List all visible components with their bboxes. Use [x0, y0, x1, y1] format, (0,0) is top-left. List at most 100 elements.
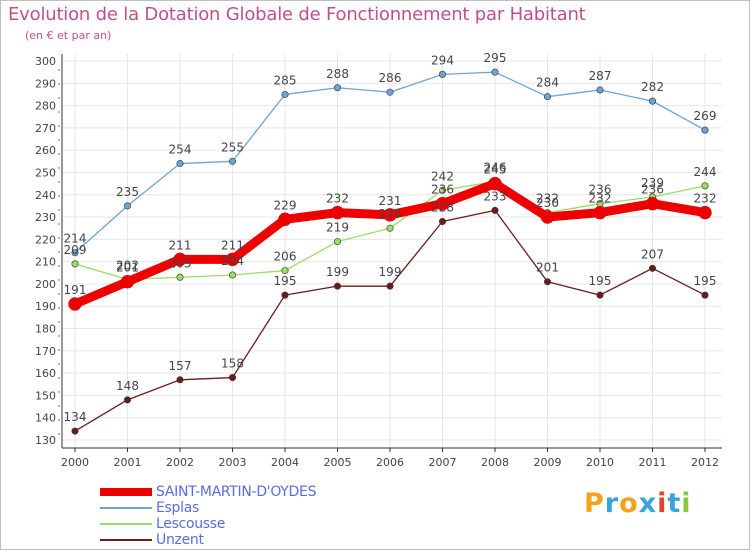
data-label-saint-martin-d-oydes-2001: 201: [116, 261, 139, 275]
point-lescousse-2007: [438, 186, 446, 194]
chart-legend: SAINT-MARTIN-D'OYDES Esplas Lescousse Un…: [100, 484, 316, 548]
point-saint-martin-d-oydes-2001: [120, 274, 135, 289]
y-tick-label-170: 170: [35, 345, 56, 358]
x-tick-label-2001: 2001: [114, 456, 142, 469]
point-esplas-2004: [281, 90, 289, 98]
point-lescousse-2012: [701, 182, 709, 190]
data-label-esplas-2004: 285: [274, 73, 297, 87]
point-esplas-2010: [596, 86, 604, 94]
data-label-lescousse-2000: 209: [64, 243, 87, 257]
data-label-saint-martin-d-oydes-2012: 232: [694, 192, 717, 206]
y-tick-label-160: 160: [35, 367, 56, 380]
point-esplas-2007: [438, 70, 446, 78]
point-unzent-2005: [333, 282, 341, 290]
data-label-saint-martin-d-oydes-2006: 231: [379, 194, 402, 208]
point-esplas-2001: [124, 202, 132, 210]
legend-item-unzent: Unzent: [100, 532, 316, 548]
data-label-unzent-2010: 195: [589, 274, 612, 288]
proxiti-logo-letter: t: [667, 488, 682, 519]
data-label-esplas-2003: 255: [221, 140, 244, 154]
point-unzent-2006: [386, 282, 394, 290]
data-label-lescousse-2009: 232: [536, 192, 559, 206]
data-label-unzent-2002: 157: [169, 359, 192, 373]
data-label-unzent-2000: 134: [64, 410, 87, 424]
point-lescousse-2006: [386, 224, 394, 232]
point-saint-martin-d-oydes-2003: [225, 252, 240, 267]
data-label-saint-martin-d-oydes-2002: 211: [169, 238, 192, 252]
data-label-lescousse-2007: 242: [431, 169, 454, 183]
data-label-unzent-2007: 228: [431, 201, 454, 215]
point-lescousse-2005: [333, 238, 341, 246]
proxiti-logo-letter: i: [657, 488, 668, 519]
proxiti-logo-letter: x: [638, 488, 658, 519]
data-label-saint-martin-d-oydes-2004: 229: [274, 198, 297, 212]
point-unzent-2007: [438, 218, 446, 226]
point-lescousse-2000: [71, 260, 79, 268]
data-label-esplas-2011: 282: [641, 80, 664, 94]
point-esplas-2006: [386, 88, 394, 96]
y-tick-label-260: 260: [35, 144, 56, 157]
x-tick-label-2009: 2009: [534, 456, 562, 469]
legend-label-lescousse: Lescousse: [156, 516, 226, 532]
data-label-unzent-2005: 199: [326, 265, 349, 279]
y-tick-label-140: 140: [35, 412, 56, 425]
data-label-esplas-2005: 288: [326, 67, 349, 81]
point-unzent-2010: [596, 291, 604, 299]
legend-swatch-unzent: [100, 539, 152, 541]
proxiti-logo-letter: i: [681, 488, 692, 519]
point-unzent-2011: [648, 264, 656, 272]
data-label-unzent-2004: 195: [274, 274, 297, 288]
legend-item-lescousse: Lescousse: [100, 516, 316, 532]
proxiti-logo: Proxiti: [584, 488, 692, 519]
x-tick-label-2008: 2008: [481, 456, 509, 469]
data-label-unzent-2006: 199: [379, 265, 402, 279]
x-tick-label-2003: 2003: [219, 456, 247, 469]
proxiti-logo-letter: r: [604, 488, 620, 519]
y-tick-label-150: 150: [35, 389, 56, 402]
data-label-saint-martin-d-oydes-2005: 232: [326, 192, 349, 206]
point-saint-martin-d-oydes-2012: [698, 205, 712, 220]
x-tick-label-2004: 2004: [271, 456, 299, 469]
data-label-unzent-2008: 233: [484, 189, 507, 203]
data-label-saint-martin-d-oydes-2003: 211: [221, 238, 244, 252]
point-saint-martin-d-oydes-2002: [173, 252, 187, 267]
x-tick-label-2010: 2010: [586, 456, 614, 469]
data-label-saint-martin-d-oydes-2009: 230: [536, 196, 559, 210]
point-saint-martin-d-oydes-2000: [68, 297, 82, 311]
data-label-unzent-2012: 195: [694, 274, 717, 288]
legend-swatch-esplas: [100, 507, 152, 509]
data-label-lescousse-2006: 225: [379, 207, 402, 221]
point-unzent-2003: [229, 374, 237, 382]
y-tick-label-240: 240: [35, 189, 56, 202]
y-tick-label-280: 280: [35, 100, 56, 113]
data-label-saint-martin-d-oydes-2010: 232: [589, 192, 612, 206]
data-label-saint-martin-d-oydes-2011: 236: [641, 183, 664, 197]
x-tick-label-2000: 2000: [61, 456, 89, 469]
data-label-lescousse-2010: 236: [589, 183, 612, 197]
proxiti-logo-letter: P: [584, 488, 605, 519]
data-label-saint-martin-d-oydes-2008: 245: [484, 163, 507, 177]
y-tick-label-270: 270: [35, 122, 56, 135]
point-lescousse-2002: [176, 273, 184, 281]
legend-swatch-lescousse: [100, 523, 152, 525]
point-saint-martin-d-oydes-2004: [278, 212, 292, 227]
legend-swatch-saint-martin: [100, 488, 152, 496]
data-label-unzent-2011: 207: [641, 247, 664, 261]
legend-item-esplas: Esplas: [100, 500, 316, 516]
data-label-unzent-2009: 201: [536, 261, 559, 275]
x-tick-label-2011: 2011: [639, 456, 667, 469]
data-label-esplas-2010: 287: [589, 69, 612, 83]
y-tick-label-220: 220: [35, 233, 56, 246]
x-tick-label-2005: 2005: [324, 456, 352, 469]
y-tick-label-290: 290: [35, 77, 56, 90]
point-esplas-2008: [491, 68, 499, 76]
data-label-saint-martin-d-oydes-2007: 236: [431, 183, 454, 197]
y-tick-label-190: 190: [35, 300, 56, 313]
x-tick-label-2006: 2006: [376, 456, 404, 469]
data-label-lescousse-2011: 239: [641, 176, 664, 190]
point-esplas-2009: [543, 93, 551, 101]
y-tick-label-180: 180: [35, 323, 56, 336]
data-label-lescousse-2005: 219: [326, 221, 349, 235]
data-label-esplas-2007: 294: [431, 53, 454, 67]
